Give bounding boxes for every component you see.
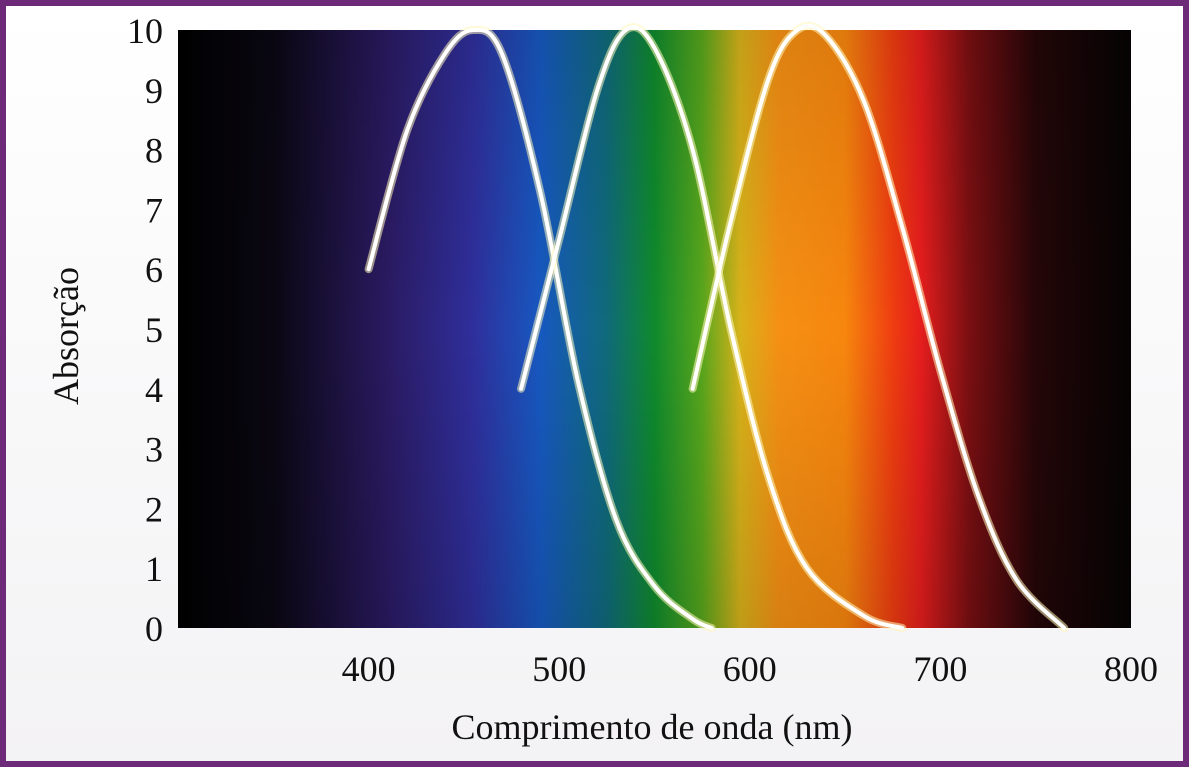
spectrum-shading xyxy=(178,30,1131,628)
y-tick-label: 1 xyxy=(145,549,163,589)
x-tick-label: 600 xyxy=(723,649,777,689)
y-tick-label: 8 xyxy=(145,131,163,171)
x-tick-label: 700 xyxy=(913,649,967,689)
x-tick-label: 400 xyxy=(342,649,396,689)
x-tick-label: 500 xyxy=(532,649,586,689)
y-axis-label: Absorção xyxy=(46,267,86,405)
y-tick-label: 2 xyxy=(145,489,163,529)
plot-area xyxy=(178,30,1131,628)
x-axis-label: Comprimento de onda (nm) xyxy=(452,707,853,747)
absorption-spectrum-chart: 0 1 2 3 4 5 6 7 8 9 10 400 500 600 700 800 Comprimento… xyxy=(46,11,1158,747)
y-axis-ticks: 0 1 2 3 4 5 6 7 8 9 10 xyxy=(127,11,163,649)
short-wave-cone-curve xyxy=(366,27,714,630)
y-tick-label: 9 xyxy=(145,71,163,111)
medium-wave-cone-curve xyxy=(519,25,905,630)
y-tick-label: 6 xyxy=(145,250,163,290)
y-tick-label: 4 xyxy=(145,370,163,410)
y-tick-label: 0 xyxy=(145,609,163,649)
long-wave-cone-curve xyxy=(690,23,1067,630)
y-tick-label: 10 xyxy=(127,11,163,51)
x-tick-label: 800 xyxy=(1104,649,1158,689)
absorption-curves xyxy=(364,21,1069,632)
y-tick-label: 3 xyxy=(145,430,163,470)
x-axis-ticks: 400 500 600 700 800 xyxy=(342,649,1158,689)
y-tick-label: 5 xyxy=(145,310,163,350)
y-tick-label: 7 xyxy=(145,190,163,230)
